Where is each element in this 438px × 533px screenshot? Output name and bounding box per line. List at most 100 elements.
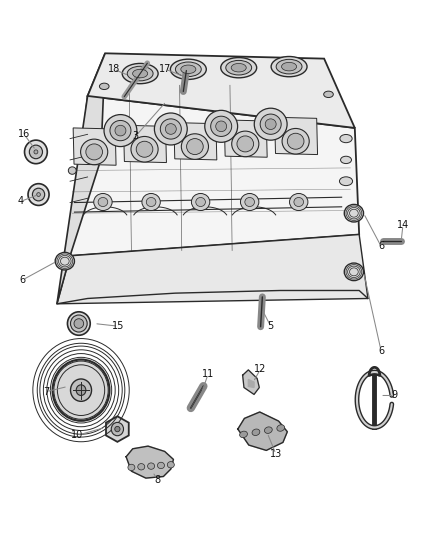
Ellipse shape	[324, 91, 333, 98]
Polygon shape	[70, 96, 359, 256]
Ellipse shape	[88, 156, 96, 164]
Ellipse shape	[232, 131, 259, 157]
Ellipse shape	[81, 139, 108, 165]
Text: 6: 6	[378, 346, 384, 356]
Ellipse shape	[148, 463, 155, 470]
Ellipse shape	[252, 429, 260, 435]
Ellipse shape	[37, 192, 40, 197]
Ellipse shape	[131, 136, 158, 162]
Polygon shape	[106, 416, 129, 442]
Text: 10: 10	[71, 431, 83, 440]
Ellipse shape	[67, 312, 90, 335]
Text: 8: 8	[155, 475, 161, 484]
Ellipse shape	[282, 62, 297, 71]
Ellipse shape	[166, 124, 176, 134]
Polygon shape	[243, 370, 259, 394]
Ellipse shape	[136, 141, 153, 157]
Ellipse shape	[115, 125, 126, 136]
Ellipse shape	[25, 140, 47, 164]
Text: 15: 15	[112, 321, 124, 331]
Ellipse shape	[154, 113, 187, 145]
Polygon shape	[248, 379, 254, 387]
Polygon shape	[57, 235, 368, 304]
Ellipse shape	[110, 120, 131, 141]
Text: 14: 14	[397, 220, 409, 230]
Ellipse shape	[160, 119, 181, 139]
Ellipse shape	[29, 145, 42, 159]
Text: 18: 18	[108, 64, 120, 74]
Polygon shape	[126, 446, 173, 478]
Ellipse shape	[128, 464, 135, 471]
Text: 9: 9	[391, 391, 397, 400]
Polygon shape	[224, 120, 267, 157]
Ellipse shape	[170, 59, 206, 79]
Ellipse shape	[181, 134, 208, 159]
Ellipse shape	[237, 136, 254, 152]
Ellipse shape	[142, 193, 160, 211]
Ellipse shape	[94, 193, 112, 211]
Ellipse shape	[86, 144, 102, 160]
Text: 5: 5	[268, 321, 274, 331]
Ellipse shape	[245, 197, 254, 207]
Ellipse shape	[211, 116, 232, 136]
Ellipse shape	[104, 115, 137, 147]
Ellipse shape	[76, 385, 86, 395]
Ellipse shape	[344, 204, 364, 222]
Ellipse shape	[138, 464, 145, 470]
Ellipse shape	[265, 427, 272, 433]
Text: 16: 16	[18, 130, 30, 139]
Ellipse shape	[115, 426, 120, 432]
Text: 3: 3	[133, 131, 139, 141]
Ellipse shape	[111, 422, 124, 436]
Text: 13: 13	[270, 449, 282, 459]
Ellipse shape	[240, 431, 247, 438]
Ellipse shape	[181, 65, 196, 74]
Ellipse shape	[122, 63, 158, 84]
Polygon shape	[124, 125, 166, 163]
Ellipse shape	[205, 110, 237, 142]
Ellipse shape	[71, 315, 87, 332]
Ellipse shape	[282, 128, 309, 154]
Polygon shape	[73, 128, 116, 165]
Ellipse shape	[196, 197, 205, 207]
Text: 12: 12	[254, 364, 267, 374]
Ellipse shape	[221, 58, 257, 78]
Ellipse shape	[254, 108, 287, 140]
Ellipse shape	[127, 66, 153, 81]
Polygon shape	[275, 117, 318, 155]
Text: 6: 6	[378, 241, 384, 251]
Ellipse shape	[215, 121, 227, 132]
Text: 7: 7	[43, 387, 49, 397]
Ellipse shape	[339, 177, 353, 185]
Ellipse shape	[344, 263, 364, 280]
Ellipse shape	[32, 188, 45, 201]
Ellipse shape	[287, 133, 304, 149]
Ellipse shape	[240, 193, 259, 211]
Text: 11: 11	[202, 369, 214, 379]
Ellipse shape	[191, 193, 210, 211]
Polygon shape	[174, 123, 217, 160]
Ellipse shape	[276, 59, 302, 74]
Ellipse shape	[260, 114, 281, 134]
Ellipse shape	[34, 150, 38, 154]
Ellipse shape	[133, 69, 148, 78]
Polygon shape	[88, 53, 355, 128]
Ellipse shape	[290, 193, 308, 211]
Ellipse shape	[71, 379, 92, 401]
Ellipse shape	[277, 425, 285, 431]
Ellipse shape	[271, 56, 307, 77]
Ellipse shape	[341, 156, 352, 164]
Ellipse shape	[53, 359, 110, 421]
Text: 6: 6	[20, 275, 26, 285]
Ellipse shape	[55, 253, 74, 270]
Ellipse shape	[265, 119, 276, 130]
Ellipse shape	[99, 83, 109, 90]
Ellipse shape	[175, 62, 201, 77]
Ellipse shape	[187, 139, 203, 155]
Ellipse shape	[294, 197, 304, 207]
Polygon shape	[238, 412, 287, 450]
Text: 17: 17	[159, 64, 172, 74]
Ellipse shape	[28, 184, 49, 205]
Polygon shape	[57, 53, 105, 304]
Ellipse shape	[167, 462, 174, 468]
